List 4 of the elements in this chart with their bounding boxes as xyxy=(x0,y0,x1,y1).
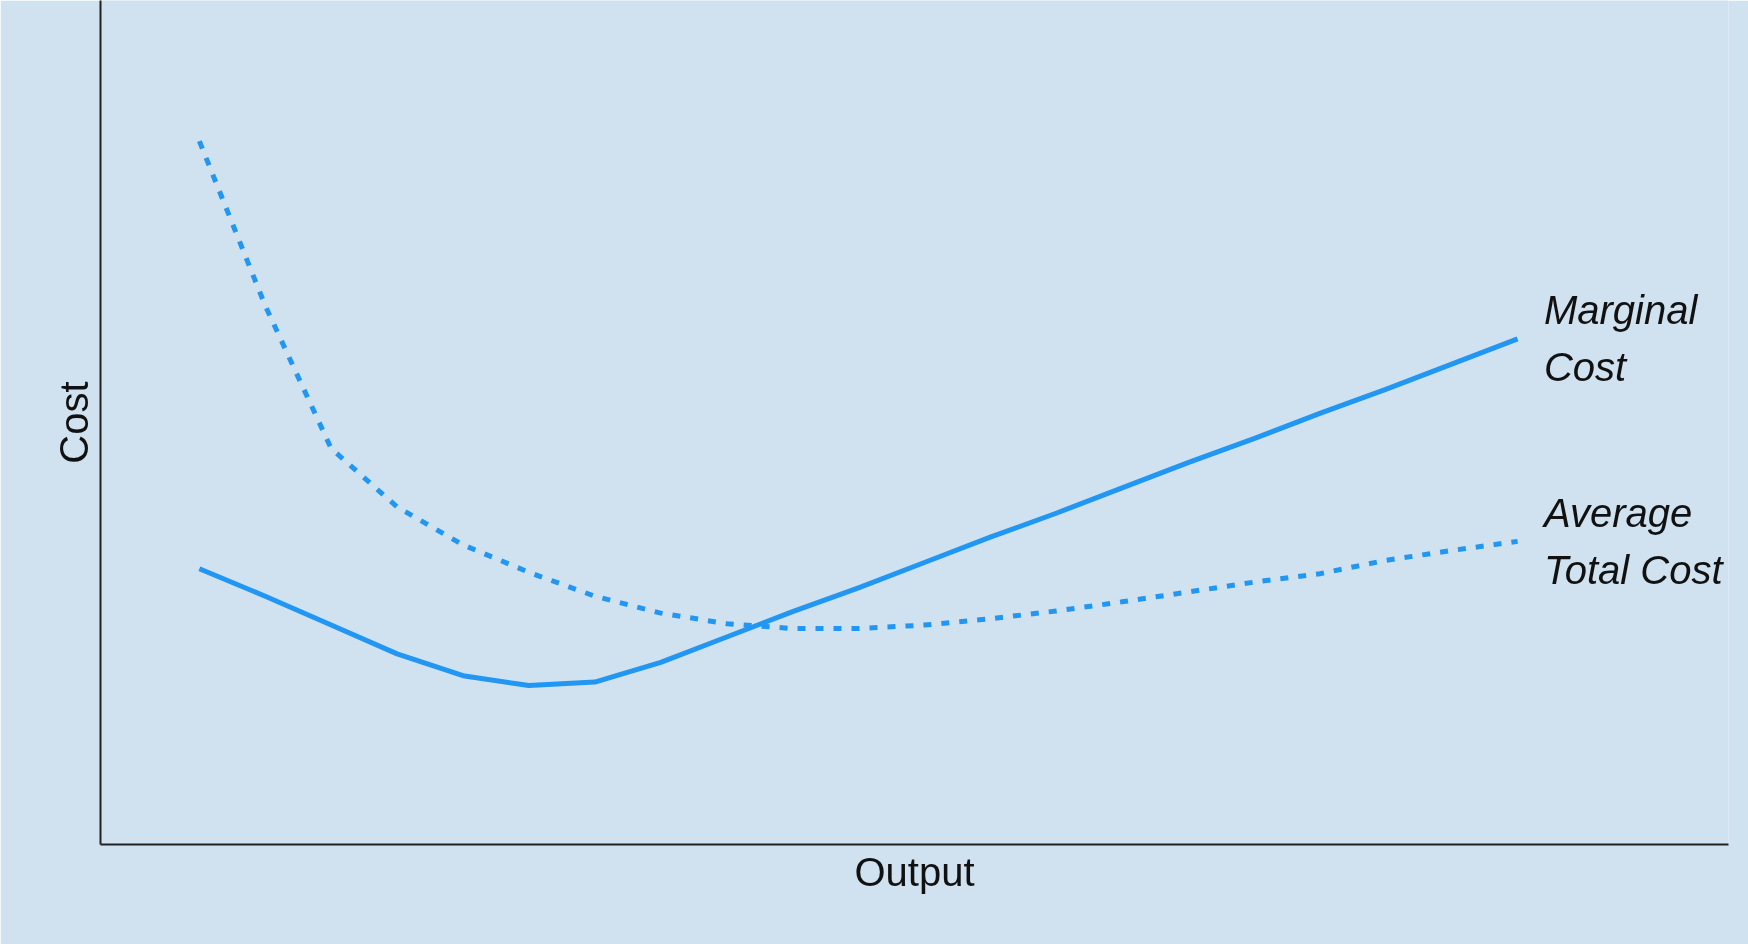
series-label: Marginal Cost xyxy=(1543,288,1699,390)
x-axis-title: Output xyxy=(854,849,975,894)
series-label: Average Total Cost xyxy=(1541,490,1725,592)
y-axis-title: Cost xyxy=(51,381,96,464)
